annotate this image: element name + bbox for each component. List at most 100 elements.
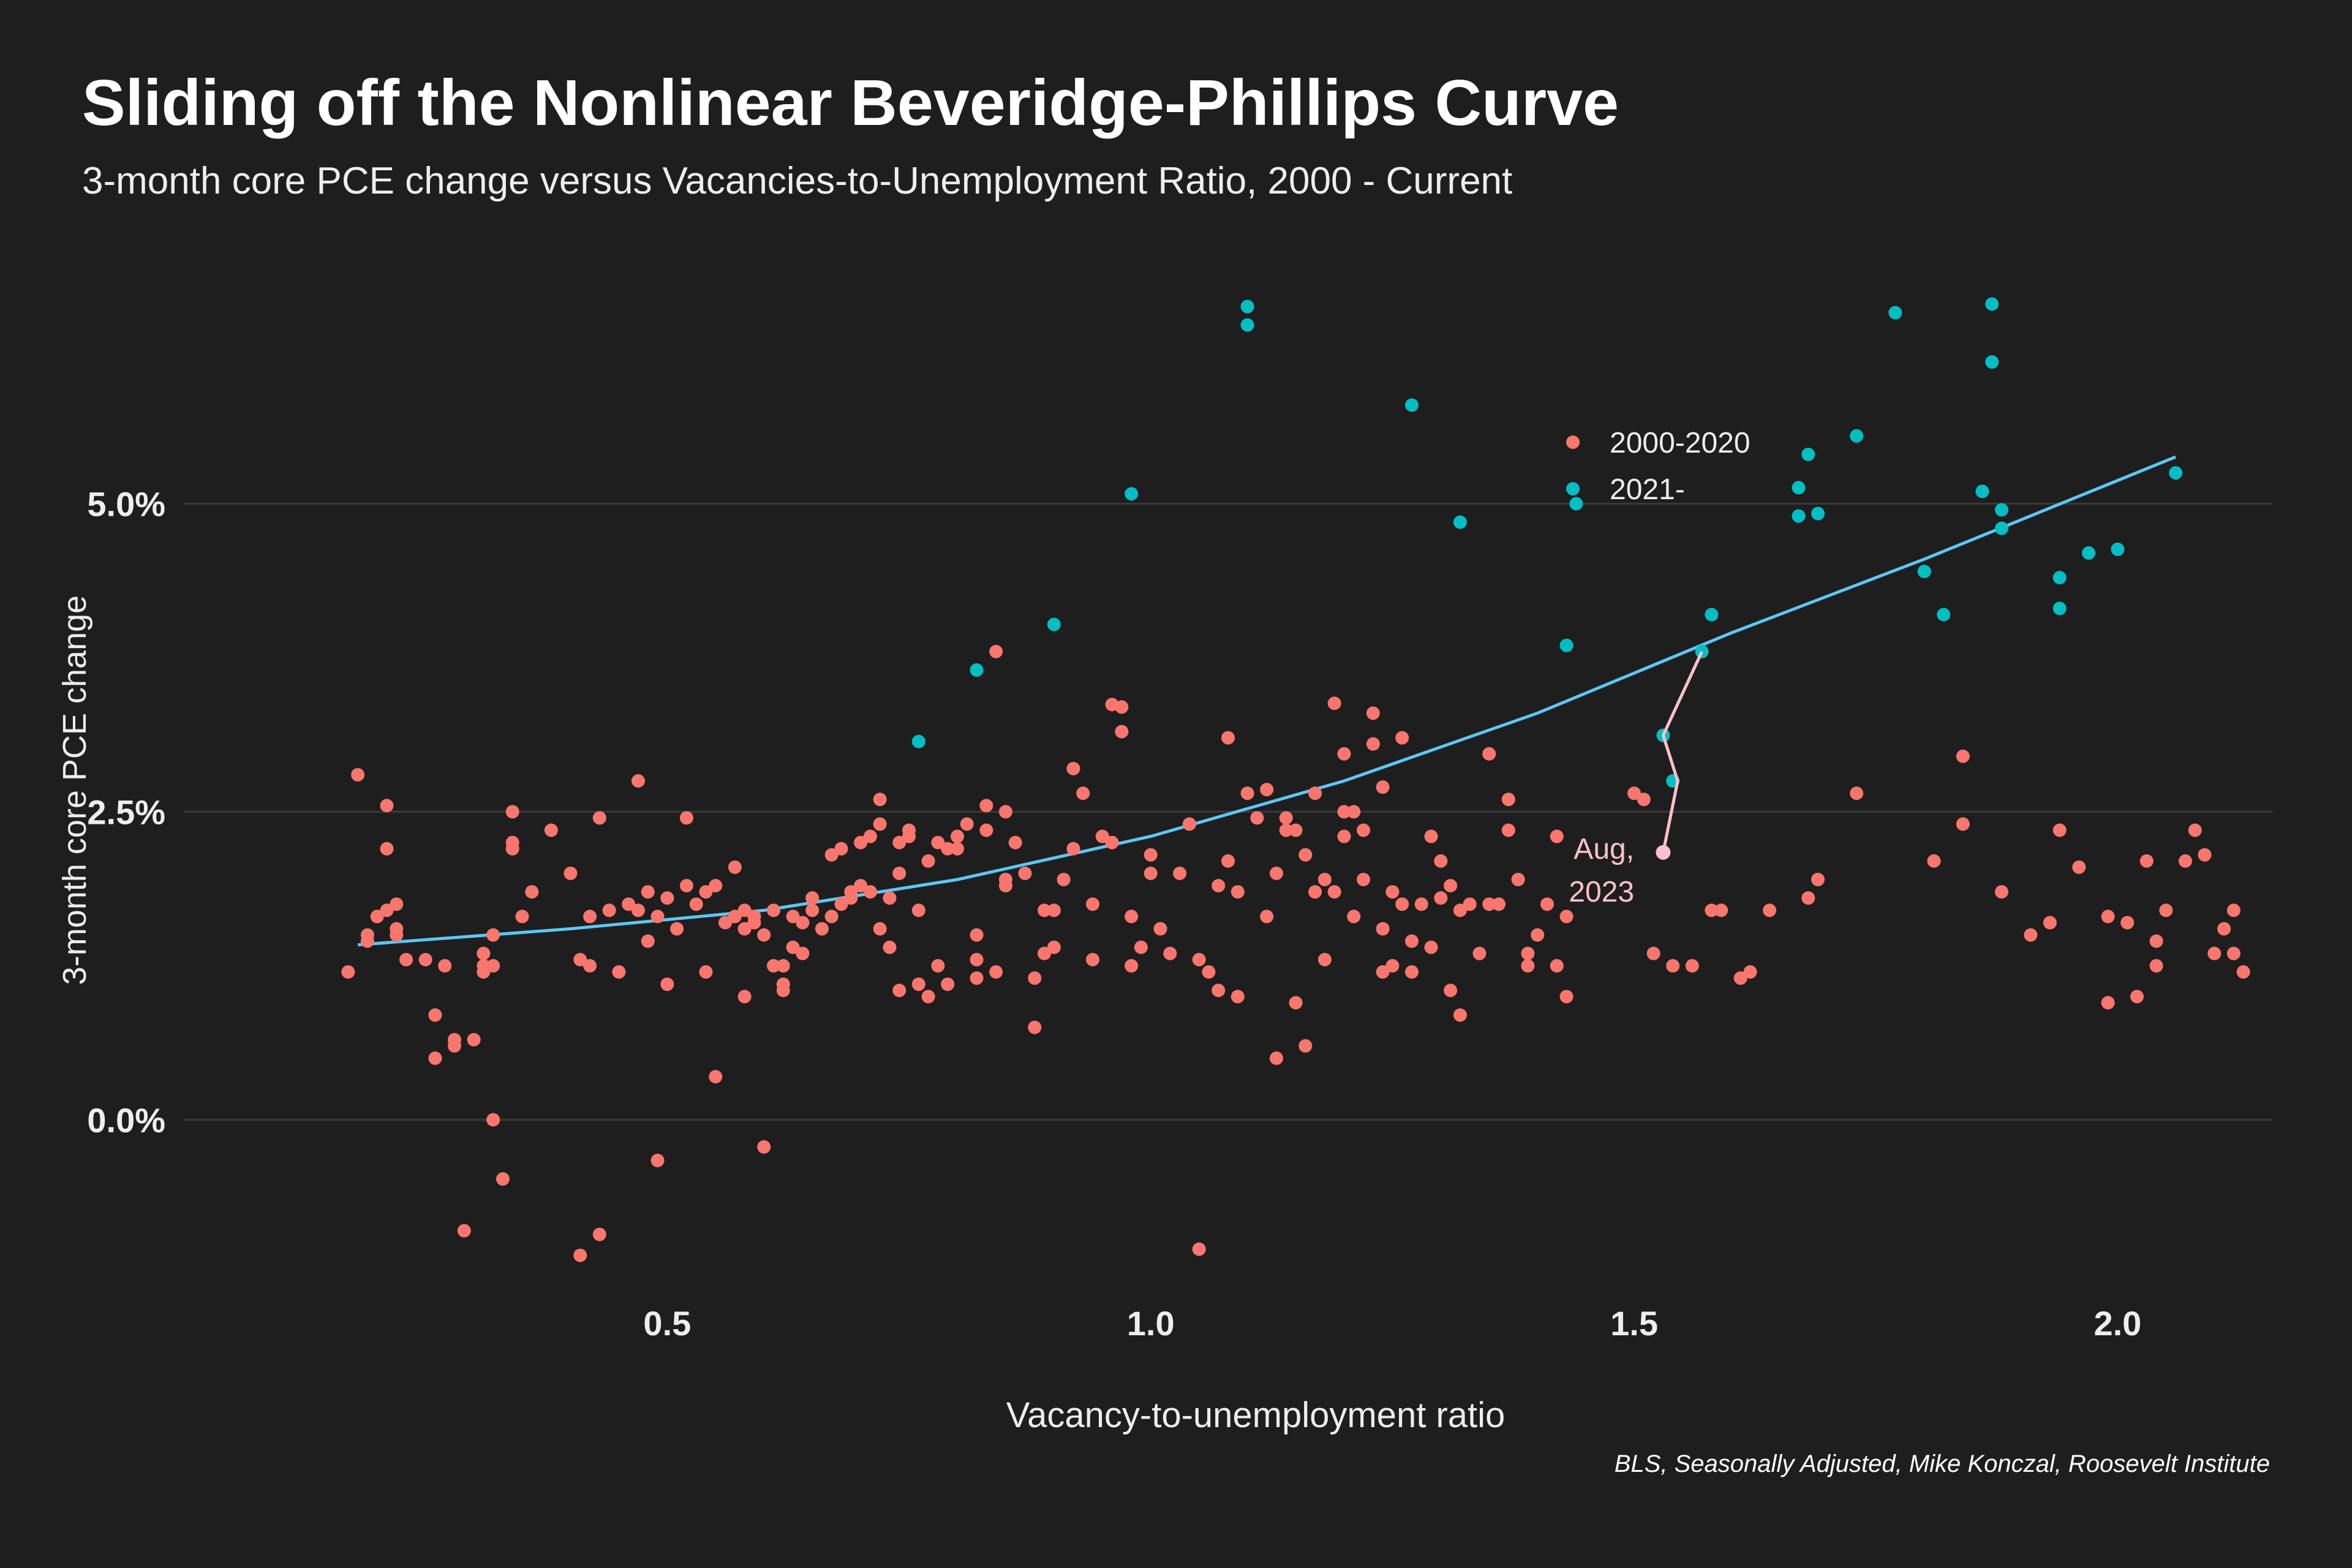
point-2000-2020: [380, 799, 394, 813]
point-2000-2020: [970, 971, 984, 985]
point-2000-2020: [931, 835, 945, 850]
point-2000-2020: [921, 854, 935, 868]
point-2000-2020: [1453, 1008, 1467, 1022]
point-2000-2020: [515, 910, 529, 924]
point-2000-2020: [418, 952, 432, 967]
point-2000-2020: [1115, 700, 1129, 714]
point-2000-2020: [1366, 706, 1380, 720]
point-2000-2020: [854, 879, 868, 893]
point-2000-2020: [438, 959, 452, 973]
point-2000-2020: [573, 1248, 587, 1262]
point-2000-2020: [1298, 1039, 1313, 1053]
point-2000-2020: [1250, 811, 1264, 825]
point-2021: [1792, 509, 1806, 523]
point-2000-2020: [486, 959, 500, 973]
point-2000-2020: [1144, 848, 1158, 862]
point-2000-2020: [844, 885, 858, 899]
point-2000-2020: [824, 910, 839, 924]
point-2000-2020: [1008, 835, 1022, 850]
point-2021: [2082, 546, 2096, 560]
point-2000-2020: [1212, 984, 1226, 998]
point-2000-2020: [757, 928, 771, 942]
point-2000-2020: [873, 817, 887, 831]
x-tick-label: 2.0: [2094, 1304, 2141, 1343]
point-2000-2020: [679, 811, 693, 825]
point-2000-2020: [1260, 910, 1274, 924]
point-2000-2020: [854, 835, 868, 850]
point-2000-2020: [1308, 786, 1322, 801]
point-2000-2020: [1163, 946, 1177, 960]
point-2000-2020: [1057, 872, 1071, 886]
point-2000-2020: [728, 910, 742, 924]
point-2021: [2111, 542, 2125, 556]
points-layer: [341, 297, 2250, 1262]
point-2000-2020: [631, 903, 645, 918]
point-2000-2020: [960, 817, 974, 831]
point-2000-2020: [428, 1008, 442, 1022]
point-2000-2020: [1646, 946, 1660, 960]
point-2000-2020: [699, 965, 713, 979]
point-2021: [1792, 481, 1806, 495]
point-2000-2020: [467, 1033, 481, 1047]
y-tick-label: 2.5%: [87, 793, 165, 831]
point-2000-2020: [941, 842, 955, 856]
point-2000-2020: [1927, 854, 1941, 868]
point-2000-2020: [670, 922, 684, 936]
legend-label: 2000-2020: [1610, 427, 1751, 459]
point-2021: [1240, 318, 1254, 332]
point-2021: [1888, 306, 1902, 320]
point-2000-2020: [902, 823, 916, 837]
point-2021: [1559, 638, 1574, 652]
y-tick-label: 0.0%: [87, 1101, 165, 1139]
point-2000-2020: [2207, 946, 2222, 960]
point-2000-2020: [1212, 879, 1226, 893]
point-2000-2020: [1231, 990, 1245, 1004]
point-2000-2020: [2226, 946, 2241, 960]
point-2000-2020: [728, 860, 742, 874]
point-2000-2020: [2052, 823, 2067, 837]
point-2021: [2169, 466, 2183, 480]
point-2000-2020: [1956, 817, 1970, 831]
point-2000-2020: [883, 940, 897, 954]
legend: 2000-2020 2021-: [1566, 427, 1751, 506]
point-2000-2020: [457, 1224, 471, 1238]
point-2000-2020: [1521, 946, 1535, 960]
point-2000-2020: [1182, 817, 1196, 831]
point-2000-2020: [1018, 866, 1032, 880]
point-2000-2020: [1511, 872, 1525, 886]
point-2000-2020: [1192, 952, 1206, 967]
annotation-label: 2023: [1569, 876, 1634, 908]
x-axis-label: Vacancy-to-unemployment ratio: [1006, 1395, 1506, 1435]
point-2000-2020: [863, 829, 877, 843]
grid-layer: [184, 502, 2272, 1121]
point-2000-2020: [2159, 903, 2173, 918]
point-2000-2020: [583, 910, 597, 924]
point-2000-2020: [1125, 959, 1139, 973]
point-2000-2020: [1038, 903, 1052, 918]
point-2000-2020: [989, 965, 1003, 979]
point-2000-2020: [1627, 786, 1642, 801]
point-2000-2020: [573, 952, 587, 967]
point-2000-2020: [950, 842, 964, 856]
point-2000-2020: [970, 928, 984, 942]
point-2000-2020: [1501, 793, 1515, 807]
annotation-layer: Aug, 2023: [1569, 833, 1634, 908]
point-2000-2020: [2149, 959, 2163, 973]
point-2000-2020: [737, 990, 752, 1004]
point-2000-2020: [592, 811, 606, 825]
point-2000-2020: [834, 842, 848, 856]
point-2000-2020: [1066, 761, 1080, 775]
point-2000-2020: [1153, 922, 1167, 936]
point-2000-2020: [747, 916, 761, 930]
point-2021: [1917, 564, 1931, 578]
point-2000-2020: [390, 928, 404, 942]
point-2000-2020: [1337, 829, 1351, 843]
point-2000-2020: [998, 879, 1012, 893]
point-2000-2020: [1743, 965, 1757, 979]
point-2000-2020: [863, 885, 877, 899]
point-2000-2020: [1085, 952, 1099, 967]
point-2000-2020: [564, 866, 578, 880]
point-2000-2020: [737, 903, 752, 918]
point-2000-2020: [805, 891, 820, 905]
